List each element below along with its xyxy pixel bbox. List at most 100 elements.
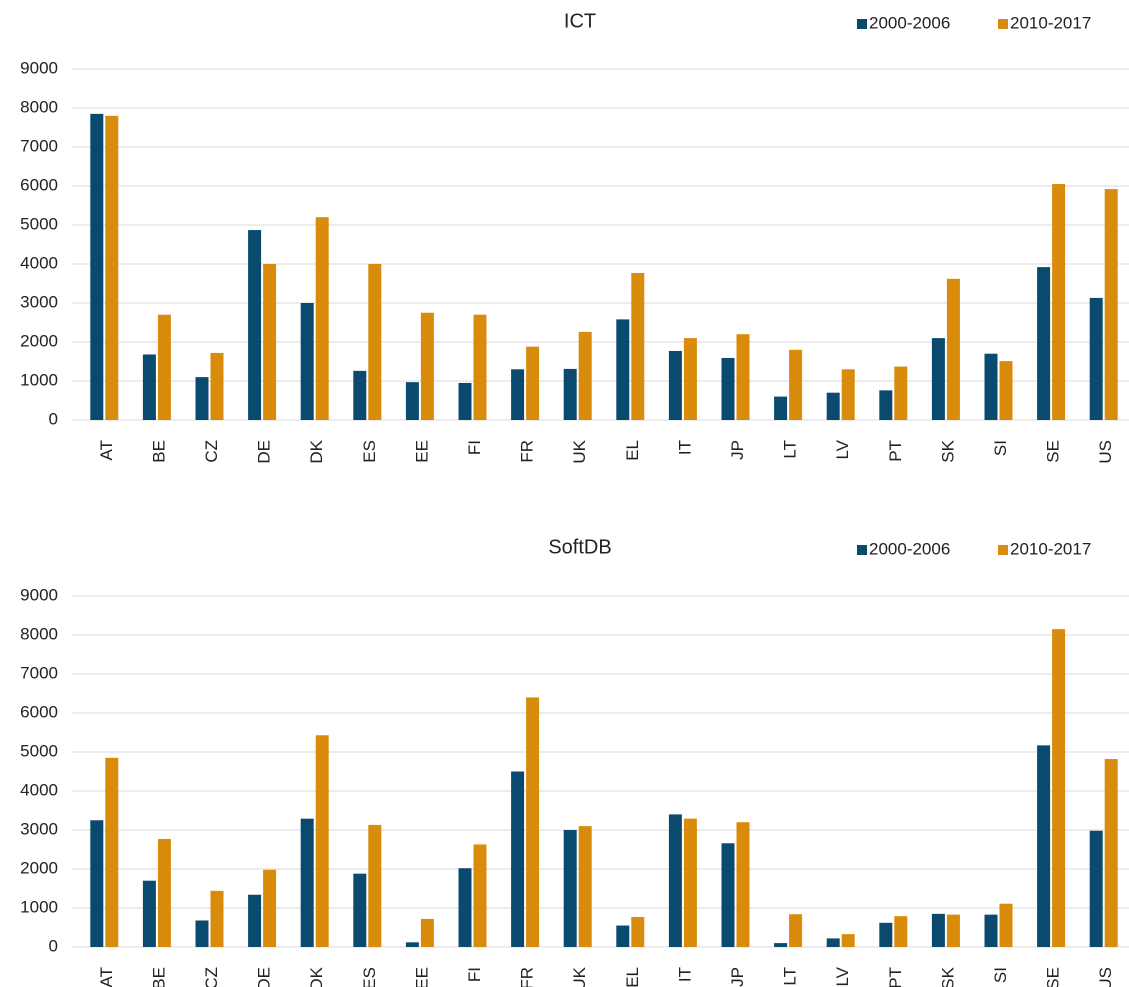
bar: [248, 230, 262, 420]
bar: [458, 868, 472, 947]
bar: [210, 352, 224, 420]
x-tick-label: PT: [886, 967, 905, 987]
x-tick-label: UK: [570, 966, 589, 987]
bar: [841, 934, 855, 947]
bar: [879, 390, 893, 420]
bar: [616, 925, 630, 947]
x-tick-label: FR: [518, 967, 537, 987]
bar: [668, 814, 682, 947]
bar: [841, 369, 855, 420]
bar: [984, 353, 998, 420]
x-tick-label: CZ: [202, 440, 221, 463]
bar: [736, 822, 750, 947]
bar: [1037, 745, 1051, 947]
x-tick-label: DE: [255, 440, 274, 464]
bar: [1089, 297, 1103, 420]
y-tick-label: 5000: [20, 741, 58, 760]
x-tick-label: PT: [886, 440, 905, 462]
y-tick-label: 8000: [20, 97, 58, 116]
legend-swatch: [857, 545, 867, 555]
bar: [1037, 267, 1051, 420]
x-tick-label: EE: [412, 967, 431, 987]
bar: [1104, 189, 1118, 420]
bar: [984, 914, 998, 947]
x-tick-label: EE: [412, 440, 431, 463]
y-tick-label: 6000: [20, 175, 58, 194]
bar: [105, 115, 119, 421]
bar: [578, 826, 592, 947]
x-tick-label: ES: [360, 440, 379, 463]
legend-label: 2000-2006: [869, 539, 950, 558]
bar: [248, 894, 262, 947]
bar: [210, 890, 224, 947]
bar: [300, 818, 314, 947]
bar: [157, 314, 171, 420]
x-tick-label: IT: [675, 967, 694, 982]
bar: [683, 818, 697, 947]
bar: [1104, 759, 1118, 947]
bar: [563, 830, 577, 947]
bar: [894, 916, 908, 947]
x-tick-label: US: [1096, 440, 1115, 464]
bar: [368, 824, 382, 947]
bar: [195, 377, 209, 420]
y-tick-label: 7000: [20, 663, 58, 682]
legend-swatch: [857, 19, 867, 29]
x-tick-label: LV: [833, 439, 852, 459]
bar: [999, 903, 1013, 947]
bar: [826, 938, 840, 947]
x-tick-label: JP: [728, 967, 747, 987]
bar: [631, 916, 645, 947]
bar: [473, 844, 487, 947]
x-tick-label: JP: [728, 440, 747, 460]
y-tick-label: 0: [49, 409, 58, 428]
x-tick-label: EL: [623, 967, 642, 987]
y-tick-label: 0: [49, 936, 58, 955]
x-tick-label: AT: [97, 967, 116, 987]
bar: [353, 370, 367, 420]
bar: [1052, 184, 1066, 420]
legend-swatch: [998, 19, 1008, 29]
bar: [1089, 830, 1103, 947]
x-tick-label: SI: [991, 967, 1010, 983]
x-tick-label: BE: [149, 967, 168, 987]
bar: [526, 697, 540, 947]
bar: [405, 942, 419, 947]
x-tick-label: LT: [781, 440, 800, 459]
bar: [578, 331, 592, 420]
bar: [946, 278, 960, 420]
x-tick-label: LT: [781, 967, 800, 986]
bar: [616, 319, 630, 420]
bar: [789, 349, 803, 420]
bar: [894, 366, 908, 420]
x-tick-label: AT: [97, 440, 116, 460]
y-tick-label: 6000: [20, 702, 58, 721]
bar: [931, 338, 945, 420]
y-tick-label: 4000: [20, 780, 58, 799]
bar: [420, 918, 434, 947]
bar: [511, 771, 525, 947]
bar: [90, 113, 104, 420]
y-tick-label: 1000: [20, 897, 58, 916]
x-tick-label: DK: [307, 966, 326, 987]
y-tick-label: 7000: [20, 136, 58, 155]
bar: [315, 735, 329, 947]
x-tick-label: IT: [675, 440, 694, 455]
x-tick-label: BE: [149, 440, 168, 463]
bar: [774, 943, 788, 947]
x-tick-label: US: [1096, 967, 1115, 987]
x-tick-label: FI: [465, 967, 484, 982]
bar: [774, 396, 788, 420]
bar: [668, 350, 682, 420]
y-tick-label: 9000: [20, 585, 58, 604]
bar: [931, 913, 945, 947]
x-tick-label: EL: [623, 440, 642, 461]
bar: [315, 217, 329, 420]
bar: [879, 922, 893, 947]
x-tick-label: SE: [1044, 440, 1063, 463]
x-tick-label: CZ: [202, 967, 221, 987]
bar-chart: SoftDB 0 1000 2000 3000 4000 5000 6000 7000 8000 9…: [20, 536, 1129, 987]
y-tick-label: 9000: [20, 58, 58, 77]
bar: [631, 272, 645, 420]
